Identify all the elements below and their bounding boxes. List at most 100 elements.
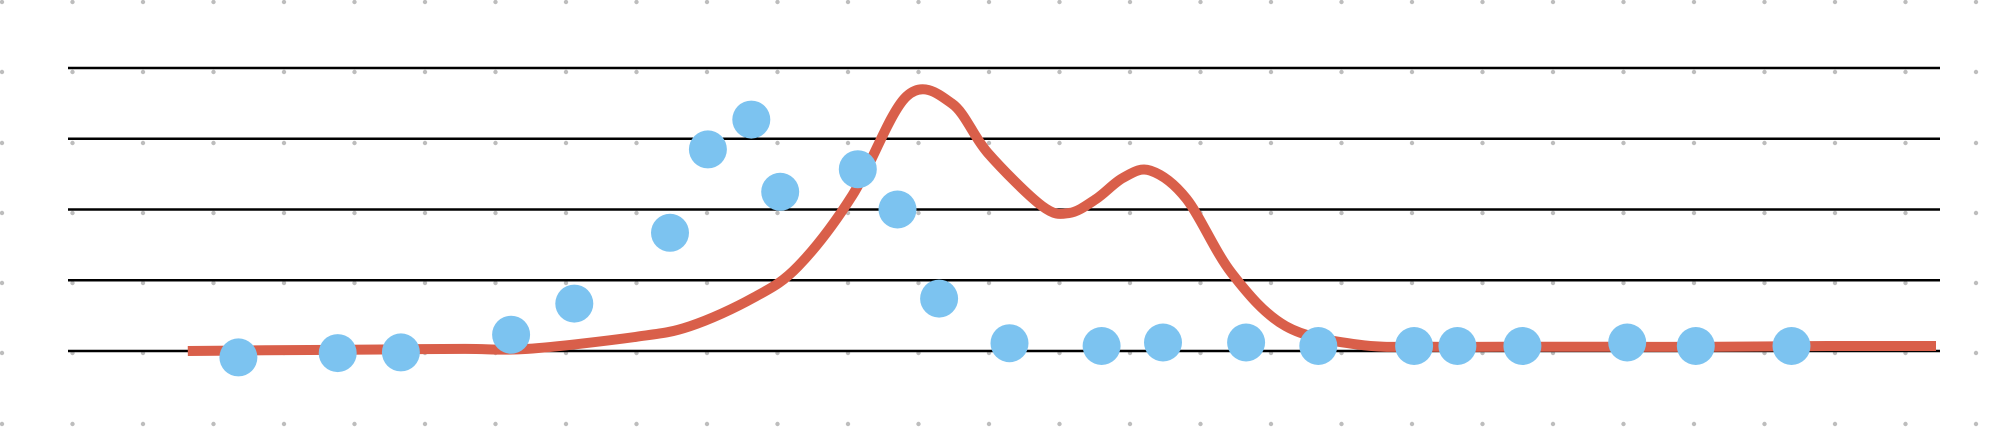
background-dot <box>1762 421 1767 427</box>
background-dot <box>986 69 992 75</box>
data-point <box>688 130 727 169</box>
data-point <box>1608 323 1647 362</box>
background-dot <box>1409 140 1415 146</box>
data-point <box>1227 323 1266 362</box>
background-dot <box>634 69 639 75</box>
background-dot <box>70 421 75 427</box>
data-point <box>761 172 800 211</box>
background-dot <box>1339 69 1344 75</box>
background-dot <box>352 210 357 216</box>
background-dot <box>1339 210 1344 216</box>
background-dot <box>1621 0 1626 5</box>
data-point <box>1082 327 1121 365</box>
series-line <box>187 84 1937 356</box>
background-dot <box>1480 210 1485 216</box>
background-dot <box>1903 0 1908 5</box>
background-dot <box>563 280 569 286</box>
background-dot <box>1127 69 1133 75</box>
background-dot <box>1903 69 1908 75</box>
background-dot <box>1339 421 1344 427</box>
background-dot <box>1057 140 1062 146</box>
background-dot <box>1057 69 1062 75</box>
background-dot <box>1903 421 1908 427</box>
background-dot <box>422 69 428 75</box>
background-dot <box>1550 69 1556 75</box>
background-dot <box>1903 210 1908 216</box>
background-dot <box>1409 69 1415 75</box>
background-dot <box>140 140 146 146</box>
background-dot <box>845 69 851 75</box>
background-dot <box>1480 0 1485 5</box>
background-dot <box>1832 280 1838 286</box>
background-dot <box>0 350 5 356</box>
background-dot <box>986 421 992 427</box>
background-dot <box>211 280 216 286</box>
background-dot <box>986 140 992 146</box>
background-dot <box>1268 69 1274 75</box>
background-dot <box>1973 210 1979 216</box>
background-dot <box>1198 421 1203 427</box>
background-dot <box>1832 421 1838 427</box>
background-dot <box>422 421 428 427</box>
background-dot <box>1480 421 1485 427</box>
data-point <box>381 333 420 372</box>
background-dot <box>1691 69 1697 75</box>
data-point <box>1503 327 1542 365</box>
background-dot <box>352 0 357 5</box>
background-dot <box>1832 140 1838 146</box>
background-dot <box>211 421 216 427</box>
background-dot <box>1903 140 1908 146</box>
background-dot <box>1127 421 1133 427</box>
background-dot <box>634 140 639 146</box>
background-dot <box>140 69 146 75</box>
background-dot <box>1691 280 1697 286</box>
background-dot <box>493 421 498 427</box>
background-dot <box>352 280 357 286</box>
data-point <box>878 190 917 229</box>
curve-series <box>187 84 1937 356</box>
data-point <box>732 100 771 139</box>
background-dot <box>422 280 428 286</box>
background-dot <box>70 140 75 146</box>
background-dot <box>140 210 146 216</box>
background-dot <box>916 140 921 146</box>
background-dot <box>0 140 5 146</box>
background-dot <box>704 421 710 427</box>
background-dot <box>916 210 921 216</box>
background-dot <box>281 140 287 146</box>
background-dot <box>986 0 992 5</box>
background-dot <box>1832 0 1838 5</box>
background-dot <box>1127 280 1133 286</box>
background-dot <box>1691 210 1697 216</box>
background-dot <box>775 421 780 427</box>
background-dot <box>70 280 75 286</box>
background-dot <box>563 140 569 146</box>
background-dot <box>0 69 5 75</box>
background-dot <box>634 210 639 216</box>
background-dot <box>1903 280 1908 286</box>
background-dot <box>1057 421 1062 427</box>
background-dot <box>775 69 780 75</box>
background-dot <box>493 210 498 216</box>
background-dot <box>1198 280 1203 286</box>
background-dot <box>634 421 639 427</box>
scatter-series <box>219 100 1811 377</box>
background-dot <box>563 421 569 427</box>
background-dot <box>916 0 921 5</box>
background-dot <box>281 280 287 286</box>
background-dot <box>1973 421 1979 427</box>
background-dot <box>211 210 216 216</box>
background-dot <box>1339 280 1344 286</box>
background-dot <box>1762 0 1767 5</box>
background-dot <box>1480 69 1485 75</box>
background-dot <box>0 210 5 216</box>
background-dot <box>916 421 921 427</box>
background-dot <box>845 0 851 5</box>
background-dot <box>1691 0 1697 5</box>
background-dot <box>0 0 5 5</box>
background-dot <box>1550 280 1556 286</box>
background-dot <box>70 0 75 5</box>
background-dot <box>704 69 710 75</box>
background-dot <box>775 140 780 146</box>
